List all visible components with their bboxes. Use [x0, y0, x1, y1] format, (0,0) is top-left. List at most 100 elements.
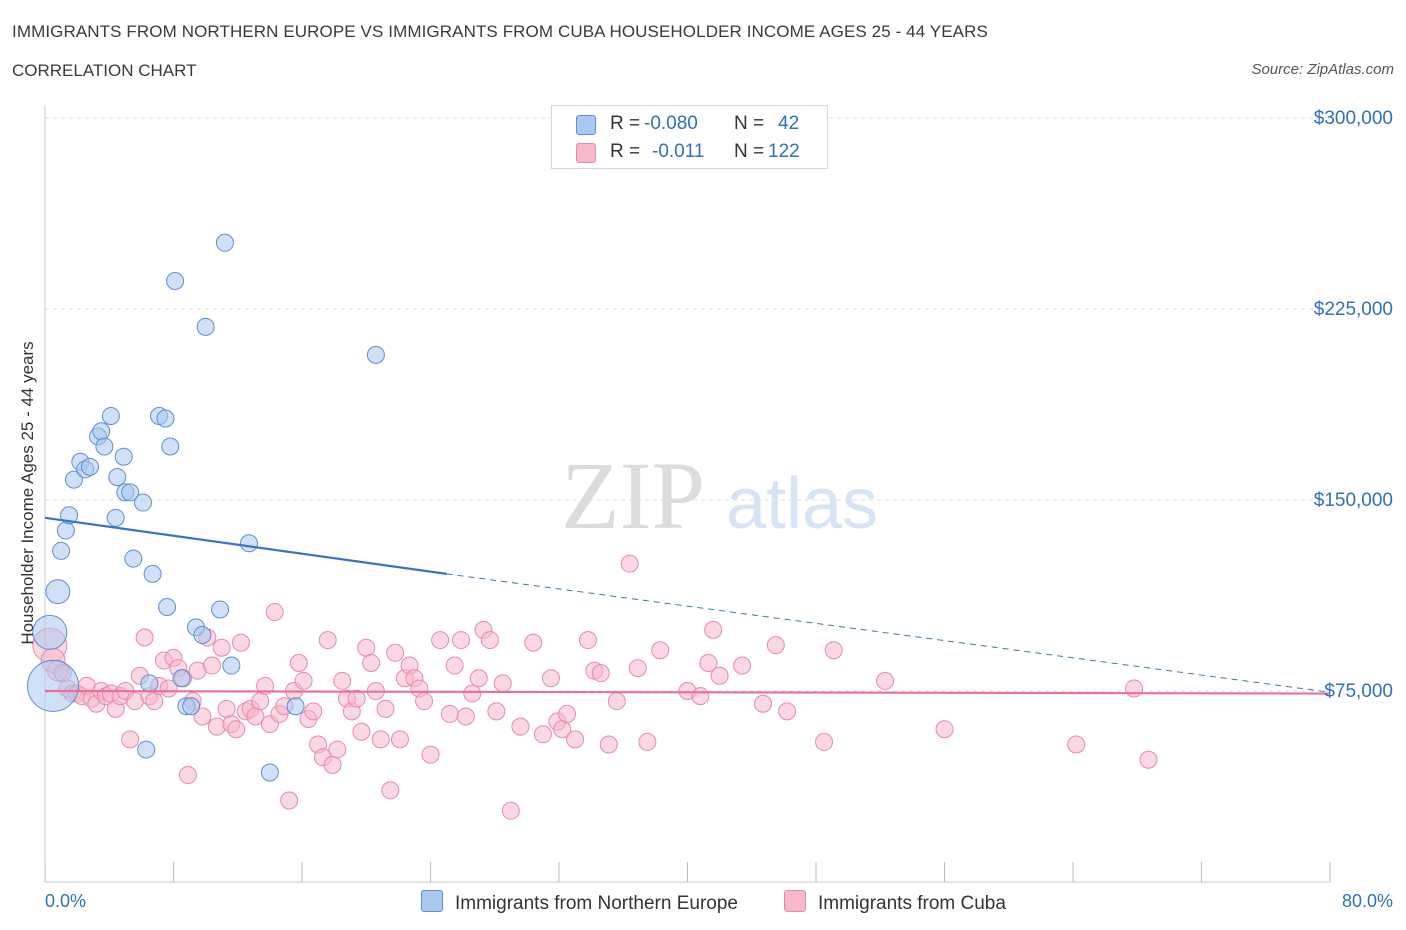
cuba-point — [159, 679, 178, 698]
cuba-point — [710, 666, 729, 685]
northern-europe-point — [156, 409, 175, 428]
cuba-point — [876, 671, 895, 690]
x-tick-label-max: 80.0% — [1341, 891, 1393, 911]
cuba-point — [212, 638, 231, 657]
y-tick-labels: $75,000 $150,000 $225,000 $300,000 — [1314, 108, 1393, 702]
cuba-point — [935, 720, 954, 739]
northern-europe-point — [182, 697, 201, 716]
legend-n-label: N = — [734, 141, 765, 162]
cuba-point — [487, 702, 506, 721]
cuba-point — [778, 702, 797, 721]
cuba-point — [440, 704, 459, 723]
cuba-point — [824, 641, 843, 660]
legend-n-value: 42 — [778, 113, 800, 134]
cuba-point — [699, 653, 718, 672]
northern-europe-point — [114, 447, 133, 466]
legend-r-label: R = — [610, 113, 641, 134]
cuba-point — [333, 671, 352, 690]
northern-europe-points — [27, 233, 385, 782]
northern-europe-point — [124, 549, 143, 568]
bottom-legend-swatch-blue — [421, 890, 443, 912]
cuba-point — [766, 636, 785, 655]
bottom-legend-label: Immigrants from Cuba — [818, 893, 1006, 914]
cuba-point — [121, 730, 140, 749]
northern-europe-point — [196, 317, 215, 336]
cuba-point — [415, 692, 434, 711]
cuba-point — [193, 707, 212, 726]
cuba-point — [456, 707, 475, 726]
cuba-point — [203, 656, 222, 675]
cuba-trend-line — [44, 689, 1331, 695]
cuba-point — [217, 699, 236, 718]
cuba-point — [362, 653, 381, 672]
cuba-point — [256, 676, 275, 695]
cuba-point — [231, 633, 250, 652]
cuba-point — [578, 631, 597, 650]
cuba-point — [135, 628, 154, 647]
northern-europe-point — [158, 597, 177, 616]
cuba-point — [463, 684, 482, 703]
y-tick-label: $75,000 — [1324, 681, 1393, 702]
cuba-point — [493, 674, 512, 693]
cuba-point — [371, 730, 390, 749]
cuba-point — [328, 740, 347, 759]
northern-europe-point — [239, 534, 258, 553]
cuba-point — [753, 694, 772, 713]
cuba-point — [289, 653, 308, 672]
northern-europe-point — [32, 614, 68, 650]
cuba-point — [620, 554, 639, 573]
northern-europe-point — [161, 437, 180, 456]
legend-n-value: 122 — [768, 141, 800, 162]
northern-europe-trend-line — [44, 516, 447, 575]
y-axis-label: Householder Income Ages 25 - 44 years — [18, 341, 37, 644]
grid-lines — [45, 117, 1330, 692]
cuba-point — [607, 692, 626, 711]
northern-europe-point — [56, 521, 75, 540]
x-tick-label-min: 0.0% — [45, 891, 87, 911]
cuba-point — [304, 702, 323, 721]
cuba-point — [628, 659, 647, 678]
northern-europe-point — [27, 659, 80, 712]
northern-europe-point — [366, 345, 385, 364]
northern-europe-point — [52, 541, 71, 560]
cuba-point — [452, 631, 471, 650]
y-tick-label: $225,000 — [1314, 299, 1393, 320]
northern-europe-point — [211, 600, 230, 619]
northern-europe-point — [101, 406, 120, 425]
cuba-point — [386, 643, 405, 662]
cuba-point — [352, 722, 371, 741]
northern-europe-point — [92, 422, 111, 441]
legend-swatch-pink — [576, 143, 596, 163]
cuba-point — [381, 781, 400, 800]
cuba-point — [558, 704, 577, 723]
legend-r-value: -0.080 — [644, 113, 698, 134]
cuba-point — [566, 730, 585, 749]
cuba-point — [651, 641, 670, 660]
cuba-point — [501, 801, 520, 820]
y-tick-label: $300,000 — [1314, 108, 1393, 129]
cuba-point — [227, 720, 246, 739]
northern-europe-point — [133, 493, 152, 512]
chart-title: IMMIGRANTS FROM NORTHERN EUROPE VS IMMIG… — [12, 22, 988, 41]
chart-subtitle: CORRELATION CHART — [12, 61, 197, 80]
northern-europe-point — [45, 579, 71, 605]
cuba-point — [390, 730, 409, 749]
source-label: Source: ZipAtlas.com — [1251, 61, 1394, 78]
northern-europe-point — [108, 468, 127, 487]
cuba-point — [511, 717, 530, 736]
cuba-point — [178, 766, 197, 785]
cuba-point — [1125, 679, 1144, 698]
cuba-point — [524, 633, 543, 652]
axes — [44, 105, 1331, 883]
bottom-legend-label: Immigrants from Northern Europe — [455, 893, 738, 914]
cuba-point — [541, 669, 560, 688]
cuba-point — [251, 692, 270, 711]
northern-europe-point — [286, 697, 305, 716]
cuba-point — [1067, 735, 1086, 754]
cuba-point — [318, 631, 337, 650]
cuba-point — [1139, 750, 1158, 769]
correlation-legend: R = -0.080 N = 42 R = -0.011 N = 122 — [551, 105, 828, 169]
cuba-points — [32, 554, 1158, 820]
cuba-point — [591, 664, 610, 683]
